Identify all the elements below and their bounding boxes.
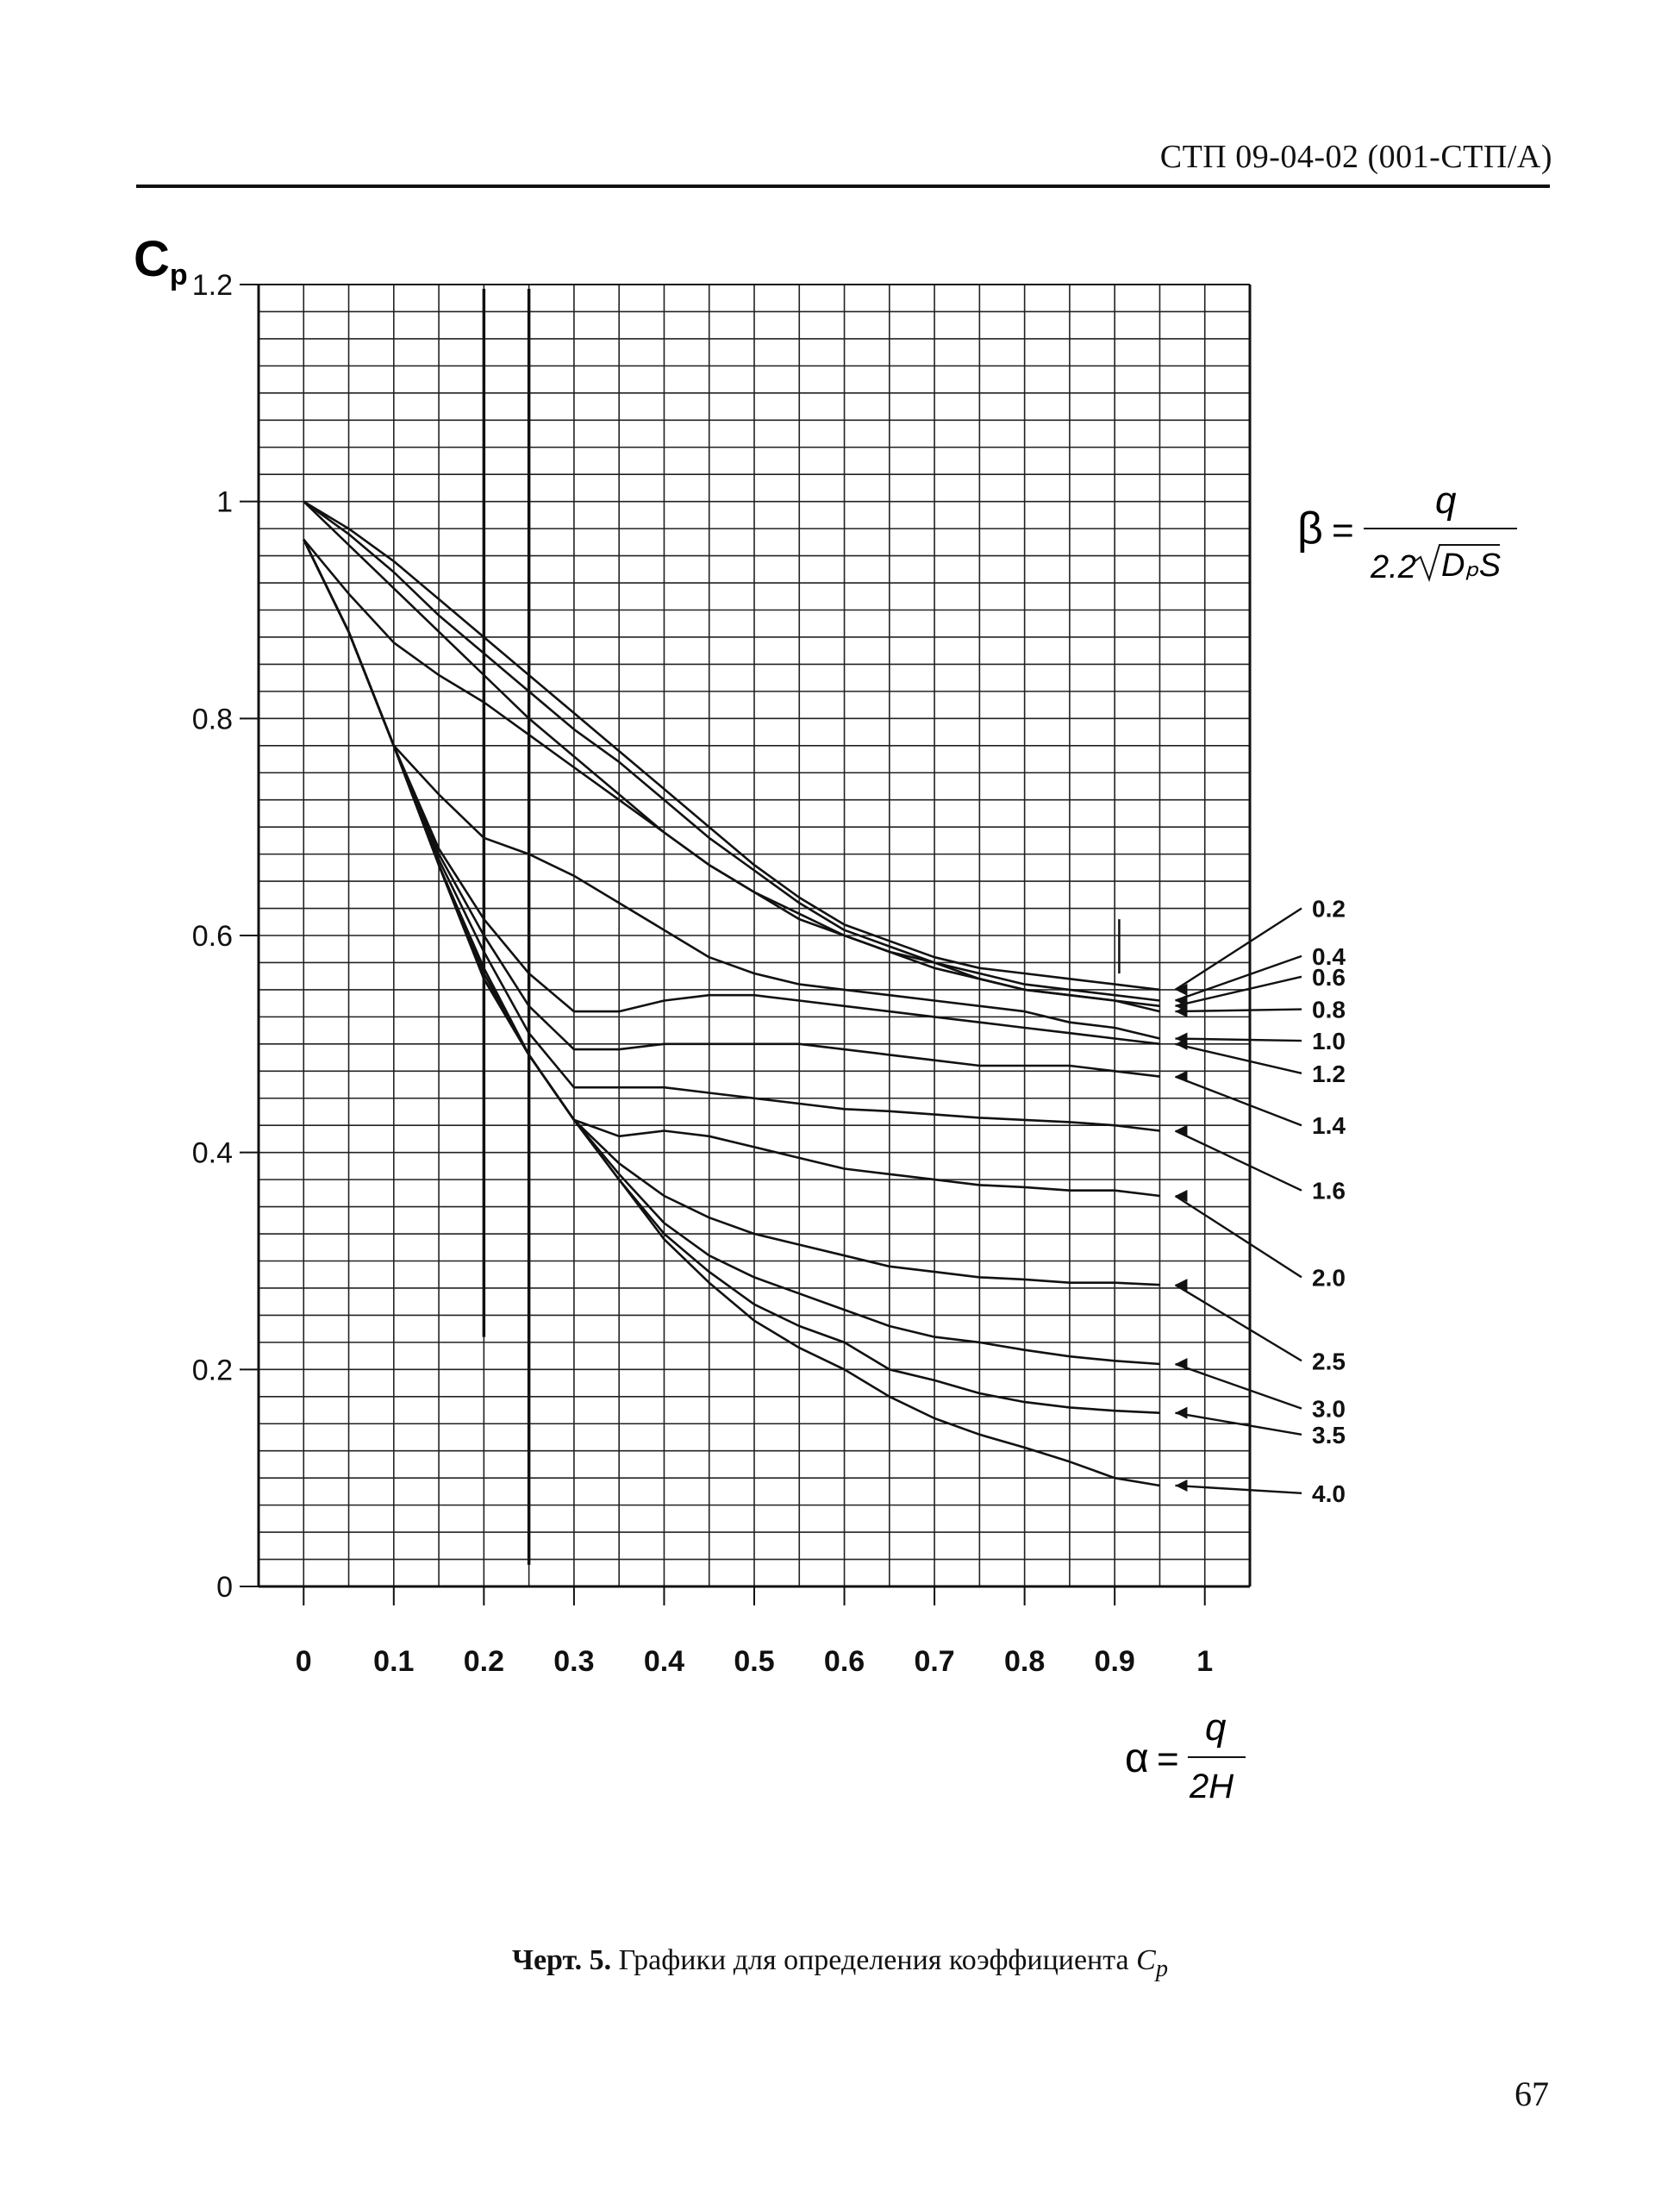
series-label: 0.6: [1312, 964, 1346, 991]
series-label: 0.4: [1312, 943, 1346, 970]
chart-x-ticks: 0 0.1 0.2 0.3 0.4 0.5 0.6 0.7 0.8 0.9 1: [296, 1586, 1213, 1678]
series-label: 1.4: [1312, 1112, 1346, 1139]
beta-formula: β = q 2.2 DₚS: [1297, 479, 1517, 585]
x-tick-label: 0.2: [464, 1645, 504, 1678]
alpha-numerator: q: [1205, 1706, 1227, 1749]
caption-label: Черт. 5.: [512, 1944, 612, 1976]
alpha-equals: =: [1157, 1738, 1179, 1780]
leader-arrowhead-icon: [1175, 1124, 1188, 1137]
series-label: 2.0: [1312, 1264, 1346, 1291]
beta-symbol: β: [1297, 504, 1323, 554]
header-rule: [136, 185, 1550, 188]
x-tick-label: 0.7: [914, 1645, 954, 1678]
series-label: 3.5: [1312, 1422, 1346, 1449]
caption-symbol-subscript: p: [1155, 1955, 1168, 1982]
series-leader-line: [1175, 954, 1302, 1002]
x-tick-label: 0.3: [553, 1645, 594, 1678]
beta-numerator: q: [1435, 479, 1457, 522]
series-leader-line: [1175, 1411, 1302, 1436]
caption-symbol: C: [1136, 1944, 1156, 1976]
y-tick-label: 0.2: [192, 1354, 233, 1386]
series-leader-line: [1174, 1284, 1302, 1362]
series-leader-line: [1175, 1037, 1302, 1042]
beta-equals: =: [1332, 510, 1354, 552]
series-label: 0.2: [1312, 896, 1346, 923]
y-axis-symbol: C: [134, 231, 170, 287]
series-label: 1.6: [1312, 1178, 1346, 1204]
leader-arrowhead-icon: [1175, 983, 1188, 996]
series-curve: [303, 539, 1160, 1198]
series-label: 3.0: [1312, 1396, 1346, 1423]
series-curve: [303, 500, 1160, 1002]
x-tick-label: 0.1: [373, 1645, 414, 1678]
series-leader-line: [1175, 1362, 1302, 1410]
x-tick-label: 0.5: [734, 1645, 774, 1678]
alpha-formula: α = q 2H: [1125, 1706, 1246, 1805]
series-leader-line: [1175, 1042, 1302, 1074]
series-curve: [303, 500, 1160, 1008]
series-leader-line: [1175, 975, 1302, 1007]
series-leader-line: [1174, 1129, 1302, 1192]
x-tick-label: 0.6: [824, 1645, 865, 1678]
chart-y-ticks: 0 0.2 0.4 0.6 0.8 1 1.2: [192, 269, 259, 1604]
beta-radicand: DₚS: [1441, 548, 1501, 584]
alpha-denominator: 2H: [1189, 1768, 1233, 1805]
leader-arrowhead-icon: [1175, 1037, 1188, 1050]
series-label: 0.8: [1312, 997, 1346, 1023]
series-curve: [303, 539, 1160, 1078]
document-code: СТП 09-04-02 (001-СТП/А): [1159, 139, 1552, 175]
cp-chart: 0.20.40.60.81.01.21.41.62.02.53.03.54.0 …: [134, 231, 1517, 1805]
leader-arrowhead-icon: [1175, 1279, 1188, 1292]
x-tick-label: 0: [296, 1645, 312, 1678]
series-label: 4.0: [1312, 1480, 1346, 1507]
leader-arrowhead-icon: [1175, 1406, 1188, 1419]
x-tick-label: 0.9: [1095, 1645, 1135, 1678]
series-curve: [303, 500, 1160, 992]
series-curve: [303, 538, 1160, 1013]
leader-arrowhead-icon: [1175, 1358, 1188, 1371]
y-tick-label: 1.2: [192, 269, 233, 302]
caption-text: Графики для определения коэффициента: [618, 1944, 1129, 1976]
leader-arrowhead-icon: [1175, 1190, 1188, 1202]
x-tick-label: 0.4: [644, 1645, 684, 1678]
leader-arrowhead-icon: [1175, 1070, 1188, 1083]
chart-curves: [303, 500, 1160, 1487]
x-tick-label: 0.8: [1004, 1645, 1045, 1678]
series-leader-line: [1174, 907, 1302, 991]
series-curve: [303, 539, 1160, 1487]
alpha-symbol: α: [1125, 1736, 1149, 1781]
leader-arrowhead-icon: [1175, 1005, 1188, 1018]
leader-arrowhead-icon: [1175, 1479, 1188, 1492]
chart-series-labels: 0.2 0.40.6 0.8 1.0 1.2 1.4 1.6 2.0 2.5 3.03.5 4.0: [1174, 896, 1346, 1507]
series-leader-line: [1175, 1008, 1302, 1013]
y-tick-label: 0.8: [192, 703, 233, 735]
y-axis-title: Cp: [134, 231, 188, 291]
page-number: 67: [1514, 2074, 1549, 2113]
y-tick-label: 0.6: [192, 920, 233, 953]
series-label: 1.2: [1312, 1061, 1346, 1087]
y-axis-subscript: p: [170, 259, 188, 291]
series-curve: [303, 539, 1160, 1040]
series-curve: [303, 539, 1160, 1366]
figure-caption: Черт. 5. Графики для определения коэффиц…: [0, 1944, 1680, 1983]
x-tick-label: 1: [1196, 1645, 1213, 1678]
series-leader-line: [1175, 1075, 1302, 1127]
series-curve: [303, 539, 1160, 1286]
sqrt-sign-icon: [1413, 544, 1500, 583]
series-curve: [303, 539, 1160, 1132]
series-label: 2.5: [1312, 1348, 1346, 1374]
series-leader-line: [1175, 1484, 1302, 1494]
series-curve: [303, 539, 1160, 1046]
y-tick-label: 0.4: [192, 1137, 233, 1170]
y-tick-label: 1: [216, 486, 233, 519]
chart-grid: [258, 284, 1251, 1587]
series-leader-line: [1174, 1194, 1302, 1279]
y-tick-label: 0: [216, 1571, 233, 1604]
page-header: СТП 09-04-02 (001-СТП/А): [0, 0, 1680, 207]
series-label: 1.0: [1312, 1028, 1346, 1054]
beta-coefficient: 2.2: [1370, 549, 1416, 585]
